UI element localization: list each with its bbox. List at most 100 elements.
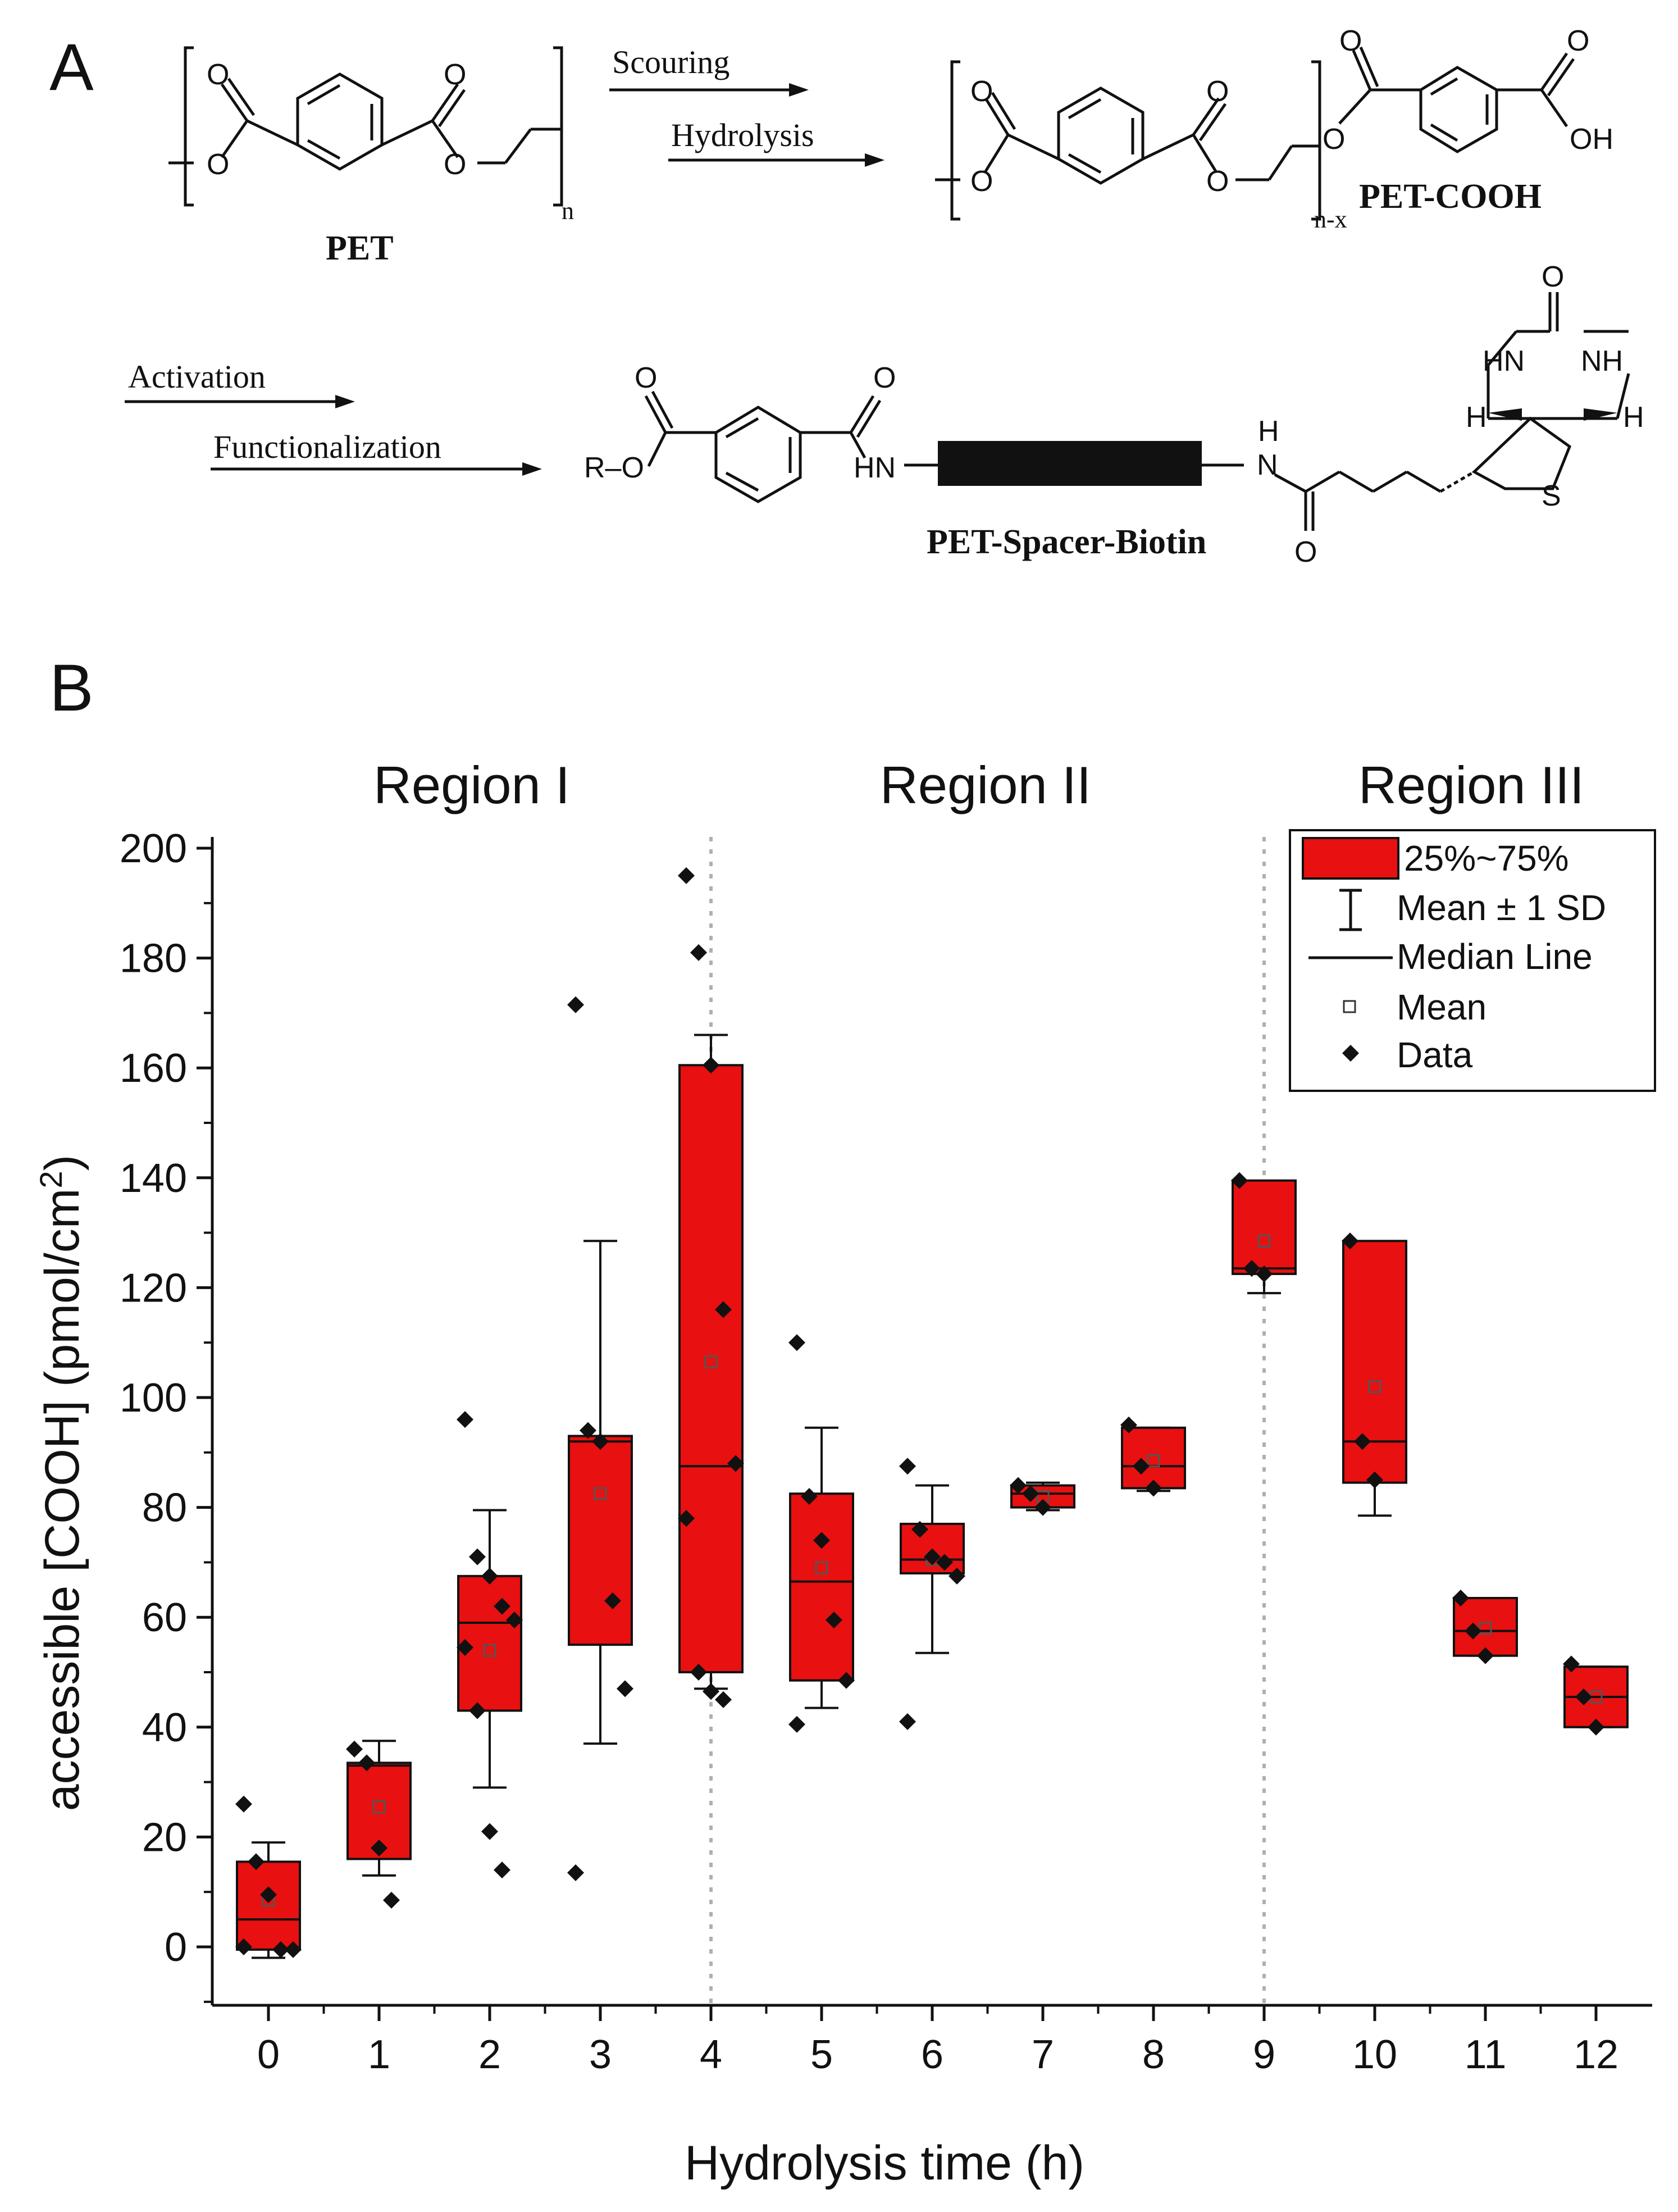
- mean-marker: [1479, 1622, 1492, 1635]
- box-iqr: [1342, 1240, 1407, 1484]
- data-point: [788, 1334, 805, 1351]
- atom-h: H: [1466, 401, 1487, 434]
- y-tick-label: 60: [142, 1595, 187, 1640]
- data-point: [727, 1455, 744, 1472]
- x-tick-label: 3: [589, 2032, 612, 2077]
- box-iqr: [1121, 1426, 1186, 1490]
- y-axis-title-end: ): [35, 1155, 89, 1171]
- data-point: [1563, 1655, 1580, 1673]
- data-point: [481, 1567, 498, 1585]
- legend-whisker-label: Mean ± 1 SD: [1397, 887, 1606, 928]
- atom-h: H: [1623, 401, 1644, 434]
- x-tick-label: 6: [921, 2032, 943, 2077]
- data-point: [1477, 1647, 1494, 1664]
- y-tick-label: 40: [142, 1705, 187, 1750]
- activation-label: Activation: [128, 358, 266, 395]
- x-tick-label: 10: [1352, 2032, 1397, 2077]
- y-tick-label: 140: [120, 1156, 187, 1201]
- data-point: [604, 1592, 621, 1609]
- x-tick-label: 12: [1574, 2032, 1618, 2077]
- mean-marker: [1147, 1454, 1160, 1467]
- data-point: [715, 1691, 732, 1708]
- data-point: [813, 1532, 830, 1549]
- panel-a-letter: A: [49, 30, 94, 104]
- data-point: [703, 1683, 719, 1700]
- y-tick-label: 180: [120, 936, 187, 981]
- atom-o: O: [970, 75, 993, 108]
- data-point: [457, 1411, 473, 1428]
- step2-arrows: Activation Functionalization: [125, 358, 542, 476]
- x-tick-label: 1: [368, 2032, 390, 2077]
- data-point: [235, 1795, 252, 1813]
- x-tick-label: 4: [700, 2032, 722, 2077]
- legend-mean-label: Mean: [1397, 987, 1487, 1027]
- mean-marker: [704, 1355, 718, 1368]
- box-iqr: [1232, 1179, 1297, 1275]
- atom-o: O: [1206, 75, 1229, 108]
- region-label: Region I: [373, 755, 570, 814]
- x-tick-label: 7: [1032, 2032, 1054, 2077]
- data-point: [235, 1938, 252, 1955]
- atom-n: N: [1257, 449, 1278, 481]
- legend-box-swatch: [1302, 837, 1399, 880]
- region-label: Region II: [880, 755, 1091, 814]
- spacer-bar: [938, 441, 1202, 486]
- panel-a: A O O O O n PET Sco: [49, 25, 1644, 568]
- data-point: [617, 1680, 633, 1697]
- data-point: [678, 1510, 695, 1527]
- data-point: [494, 1597, 510, 1615]
- data-point: [1256, 1265, 1273, 1282]
- mean-marker: [372, 1800, 386, 1814]
- pet-structure: O O O O n PET: [168, 46, 574, 267]
- atom-h: H: [1258, 415, 1279, 448]
- data-point: [494, 1861, 510, 1879]
- mean-marker: [483, 1644, 496, 1657]
- repeat-nx: n-x: [1314, 206, 1347, 233]
- box-iqr: [568, 1435, 633, 1646]
- data-point: [469, 1702, 486, 1719]
- x-tick-label: 9: [1253, 2032, 1275, 2077]
- data-point: [1243, 1260, 1260, 1277]
- data-point: [690, 944, 707, 961]
- functionalization-label: Functionalization: [213, 429, 441, 465]
- data-point: [801, 1488, 818, 1505]
- data-point: [690, 1664, 707, 1681]
- data-point: [911, 1521, 928, 1538]
- data-point: [1575, 1688, 1592, 1706]
- data-point: [703, 1057, 719, 1074]
- data-point: [924, 1548, 941, 1565]
- atom-hn: HN: [1483, 345, 1525, 377]
- data-point: [1022, 1485, 1039, 1503]
- x-tick-label: 11: [1465, 2032, 1507, 2077]
- hydrolysis-label: Hydrolysis: [671, 117, 814, 153]
- y-tick-label: 80: [142, 1486, 187, 1531]
- data-point: [1366, 1471, 1383, 1489]
- box-iqr: [789, 1492, 854, 1682]
- atom-o: O: [873, 362, 896, 394]
- data-point: [1354, 1433, 1371, 1450]
- data-point: [371, 1839, 387, 1856]
- pet-spacer-biotin-label: PET-Spacer-Biotin: [927, 523, 1206, 561]
- mean-marker: [815, 1561, 828, 1574]
- y-tick-label: 200: [120, 826, 187, 871]
- data-point: [248, 1853, 265, 1870]
- data-point: [592, 1433, 609, 1450]
- data-point: [567, 1864, 584, 1881]
- data-point: [838, 1672, 855, 1689]
- scouring-label: Scouring: [612, 44, 729, 80]
- data-point: [1010, 1477, 1027, 1494]
- legend-mean-swatch: [1343, 1000, 1356, 1013]
- data-point: [272, 1941, 289, 1958]
- y-tick-label: 0: [165, 1925, 187, 1970]
- data-point: [469, 1548, 486, 1565]
- data-point: [899, 1713, 916, 1731]
- data-point: [506, 1612, 523, 1629]
- data-point: [715, 1301, 732, 1318]
- pet-spacer-biotin-structure: R–O: [584, 261, 1644, 568]
- y-axis-title-superscript: 2: [33, 1171, 69, 1188]
- data-point: [1133, 1458, 1150, 1475]
- legend-median-label: Median Line: [1397, 936, 1593, 977]
- mean-marker: [594, 1487, 607, 1500]
- repeat-n: n: [562, 197, 574, 225]
